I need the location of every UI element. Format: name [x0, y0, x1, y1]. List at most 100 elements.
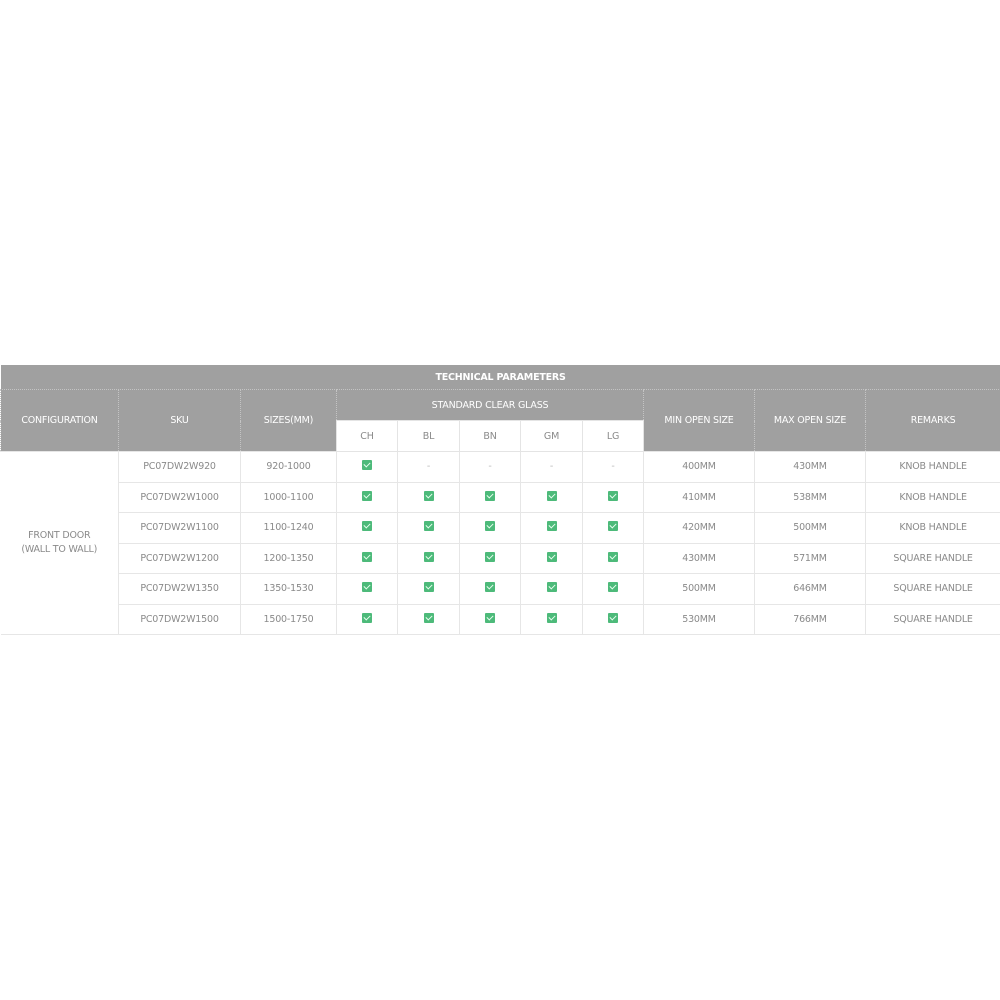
- glass-cell-bl: [397, 512, 460, 544]
- header-glass-bn: BN: [459, 420, 521, 452]
- header-sku: SKU: [118, 389, 241, 452]
- checkbox-checked-icon: [362, 460, 372, 471]
- checkbox-checked-icon: [362, 582, 372, 593]
- checkbox-checked-icon: [608, 612, 618, 623]
- table-row: PC07DW2W1000 1000-1100 410MM 538MM KNOB HAND…: [1, 481, 1000, 513]
- checkbox-checked-icon: [362, 551, 372, 562]
- checkbox-checked-icon: [485, 521, 495, 532]
- technical-parameters-table: TECHNICAL PARAMETERS CONFIGURATION SKU S…: [0, 365, 1000, 635]
- checkbox-checked-icon: [485, 551, 495, 562]
- sku-cell: PC07DW2W1500: [118, 603, 241, 635]
- glass-cell-bn: [459, 542, 521, 574]
- table-title: TECHNICAL PARAMETERS: [0, 365, 1000, 390]
- checkbox-checked-icon: [546, 490, 557, 501]
- header-sizes: SIZES(MM): [240, 389, 337, 452]
- remarks-cell: KNOB HANDLE: [864, 451, 1000, 483]
- checkbox-checked-icon: [546, 551, 557, 562]
- max-open-size-cell: 500MM: [754, 512, 866, 544]
- sku-cell: PC07DW2W1200: [118, 542, 241, 574]
- glass-cell-bl: [397, 603, 460, 635]
- glass-cell-bn: [459, 603, 521, 635]
- max-open-size-cell: 538MM: [754, 481, 866, 513]
- table-row: PC07DW2W1350 1350-1530 500MM 646MM SQUARE HA…: [1, 573, 1000, 605]
- remarks-cell: SQUARE HANDLE: [864, 573, 1000, 605]
- checkbox-checked-icon: [423, 490, 434, 501]
- min-open-size-cell: 420MM: [643, 512, 755, 544]
- unavailable-mark: -: [611, 461, 615, 473]
- checkbox-checked-icon: [608, 582, 618, 593]
- size-cell: 1200-1350: [240, 542, 337, 574]
- glass-cell-ch: [336, 573, 398, 605]
- checkbox-checked-icon: [546, 521, 557, 532]
- remarks-cell: SQUARE HANDLE: [864, 542, 1000, 574]
- checkbox-checked-icon: [423, 521, 434, 532]
- checkbox-checked-icon: [608, 521, 618, 532]
- glass-cell-bl: [397, 481, 460, 513]
- table-row: FRONT DOOR (WALL TO WALL) PC07DW2W920 920-1…: [0, 451, 1000, 635]
- configuration-cell: FRONT DOOR (WALL TO WALL): [0, 451, 119, 635]
- glass-cell-ch: [336, 603, 398, 635]
- glass-cell-bn: [459, 481, 521, 513]
- table-row: PC07DW2W1500 1500-1750 530MM 766MM SQUARE HA…: [1, 603, 1000, 635]
- glass-cell-gm: [520, 603, 583, 635]
- size-cell: 1000-1100: [240, 481, 337, 513]
- glass-cell-bl: -: [397, 451, 460, 483]
- glass-cell-gm: [520, 542, 583, 574]
- header-max-open-size: MAX OPEN SIZE: [754, 389, 866, 452]
- glass-cell-ch: [336, 512, 398, 544]
- max-open-size-cell: 430MM: [754, 451, 866, 483]
- min-open-size-cell: 530MM: [643, 603, 755, 635]
- unavailable-mark: -: [488, 461, 492, 473]
- glass-cell-gm: -: [520, 451, 583, 483]
- header-min-open-size: MIN OPEN SIZE: [643, 389, 755, 452]
- checkbox-checked-icon: [362, 612, 372, 623]
- glass-cell-gm: [520, 481, 583, 513]
- unavailable-mark: -: [549, 461, 554, 473]
- glass-cell-ch: [336, 542, 398, 574]
- min-open-size-cell: 410MM: [643, 481, 755, 513]
- configuration-line: FRONT DOOR: [28, 530, 91, 541]
- checkbox-checked-icon: [362, 490, 372, 501]
- header-glass-lg: LG: [582, 420, 644, 452]
- remarks-cell: KNOB HANDLE: [864, 512, 1000, 544]
- table-row: PC07DW2W1100 1100-1240 420MM 500MM KNOB HAND…: [1, 512, 1000, 544]
- header-glass-gm: GM: [520, 420, 583, 452]
- min-open-size-cell: 430MM: [643, 542, 755, 574]
- header-glass-ch: CH: [336, 420, 398, 452]
- table-row: PC07DW2W1200 1200-1350 430MM 571MM SQUARE HA…: [1, 542, 1000, 574]
- glass-cell-lg: -: [582, 451, 644, 483]
- checkbox-checked-icon: [423, 582, 434, 593]
- checkbox-checked-icon: [423, 612, 434, 623]
- glass-cell-bn: [459, 573, 521, 605]
- glass-cell-lg: [582, 573, 644, 605]
- unavailable-mark: -: [426, 461, 431, 473]
- size-cell: 1350-1530: [240, 573, 337, 605]
- glass-cell-gm: [520, 573, 583, 605]
- min-open-size-cell: 500MM: [643, 573, 755, 605]
- sku-cell: PC07DW2W920: [118, 451, 241, 483]
- header-standard-clear-glass: STANDARD CLEAR GLASS: [336, 389, 644, 421]
- max-open-size-cell: 571MM: [754, 542, 866, 574]
- checkbox-checked-icon: [608, 551, 618, 562]
- header-configuration: CONFIGURATION: [0, 389, 119, 452]
- sku-cell: PC07DW2W1100: [118, 512, 241, 544]
- checkbox-checked-icon: [546, 612, 557, 623]
- glass-cell-ch: [336, 481, 398, 513]
- glass-cell-ch: [336, 451, 398, 483]
- glass-cell-lg: [582, 512, 644, 544]
- checkbox-checked-icon: [423, 551, 434, 562]
- glass-cell-bn: [459, 512, 521, 544]
- size-cell: 920-1000: [240, 451, 337, 483]
- checkbox-checked-icon: [485, 582, 495, 593]
- checkbox-checked-icon: [485, 612, 495, 623]
- glass-cell-bn: -: [459, 451, 521, 483]
- size-cell: 1500-1750: [240, 603, 337, 635]
- size-cell: 1100-1240: [240, 512, 337, 544]
- glass-cell-lg: [582, 542, 644, 574]
- checkbox-checked-icon: [485, 490, 495, 501]
- glass-cell-lg: [582, 481, 644, 513]
- checkbox-checked-icon: [546, 582, 557, 593]
- checkbox-checked-icon: [608, 490, 618, 501]
- checkbox-checked-icon: [362, 521, 372, 532]
- header-remarks: REMARKS: [864, 389, 1000, 452]
